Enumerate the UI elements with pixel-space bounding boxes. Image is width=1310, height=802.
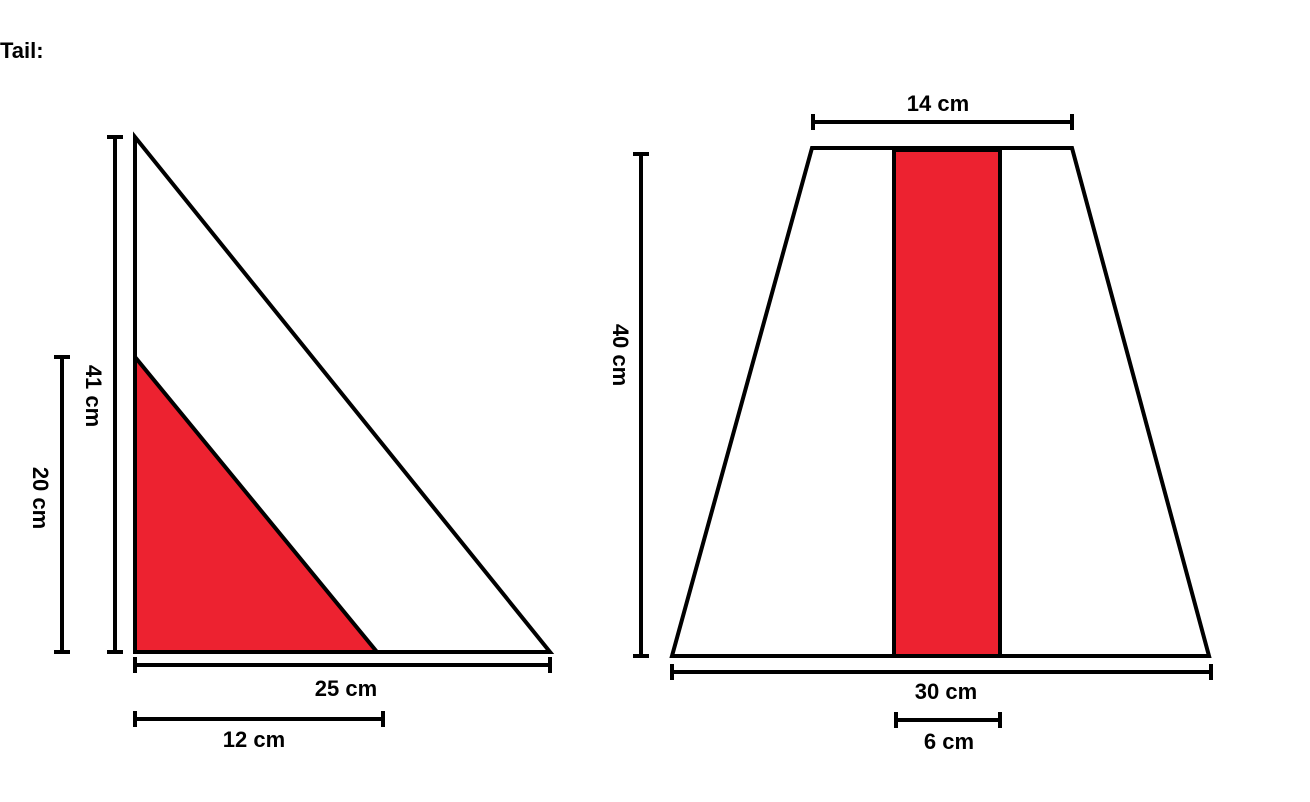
stripe-width-label: 6 cm xyxy=(924,729,974,754)
heading-tail: Tail: xyxy=(0,38,44,63)
inner-height-dimension xyxy=(54,355,70,654)
top-width-dimension xyxy=(811,114,1074,130)
inner-base-label: 12 cm xyxy=(223,727,285,752)
stripe-width-dimension xyxy=(894,712,1002,728)
inner-height-label: 20 cm xyxy=(28,467,53,529)
outer-height-label: 41 cm xyxy=(81,365,106,427)
trapezoid-diagram: 14 cm 40 cm 30 cm 6 cm xyxy=(608,91,1213,754)
outer-base-dimension xyxy=(133,657,552,673)
outer-height-dimension xyxy=(107,135,123,654)
inner-red-triangle xyxy=(133,351,382,654)
trapezoid-height-dimension xyxy=(633,152,649,658)
outer-base-label: 25 cm xyxy=(315,676,377,701)
top-width-label: 14 cm xyxy=(907,91,969,116)
bottom-width-dimension xyxy=(670,664,1213,680)
bottom-width-label: 30 cm xyxy=(915,679,977,704)
triangle-diagram: 41 cm 20 cm 25 cm 12 cm xyxy=(28,131,555,752)
red-stripe xyxy=(892,148,1002,658)
trapezoid-height-label: 40 cm xyxy=(608,324,633,386)
inner-base-dimension xyxy=(133,711,385,727)
